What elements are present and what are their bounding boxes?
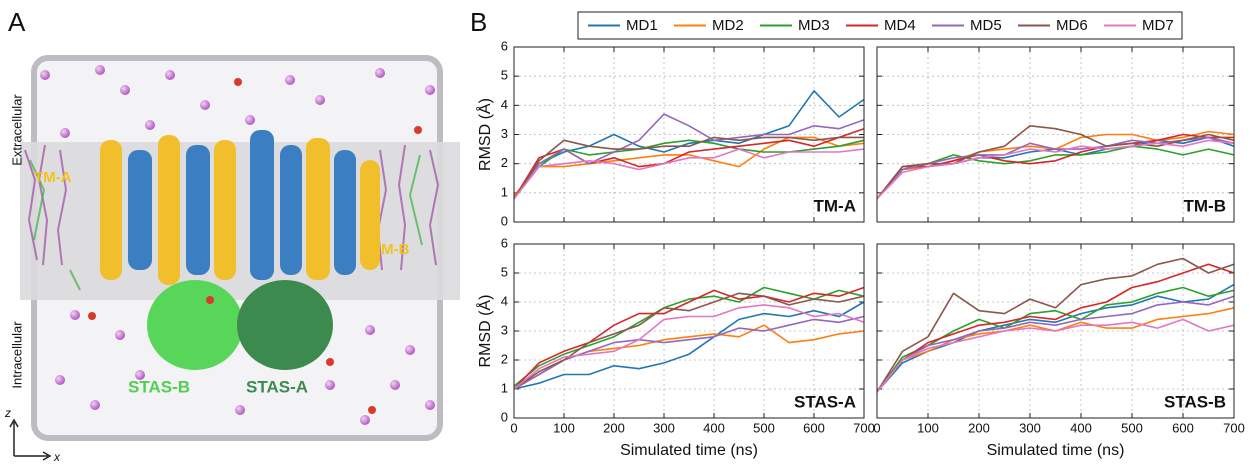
ions (40, 65, 435, 425)
plot-frame (876, 46, 1235, 223)
x-tick-label: 300 (1019, 420, 1041, 435)
domain-label: STAS-B (128, 377, 190, 396)
legend-label: MD1 (626, 17, 658, 34)
lipids-green (29, 154, 423, 291)
helices (100, 130, 380, 285)
series-line (876, 136, 1235, 200)
series-line (876, 133, 1234, 200)
series-line (513, 301, 865, 390)
stas-a-domain (237, 280, 333, 370)
x-tick-label: 300 (653, 420, 675, 435)
series-line (876, 257, 1235, 393)
region-label: Extracellular (9, 94, 24, 166)
x-tick-label: 0 (873, 420, 880, 435)
series-line (513, 136, 864, 200)
plot-frame (513, 243, 865, 419)
legend-label: MD6 (1056, 17, 1088, 34)
series-line (513, 286, 865, 390)
x-tick-label: 400 (703, 420, 725, 435)
x-tick-label: 0 (510, 420, 517, 435)
x-tick-label: 500 (1121, 420, 1143, 435)
panel-title: TM-A (814, 196, 856, 215)
series-line (876, 263, 1235, 393)
x-tick-label: 700 (1223, 420, 1245, 435)
axes-icon (9, 418, 52, 461)
x-tick-label: 200 (968, 420, 990, 435)
plot-frame (513, 46, 865, 223)
simulation-image (9, 55, 460, 461)
series-line (876, 295, 1235, 393)
series-line (876, 318, 1235, 393)
axis-name: z (4, 406, 11, 420)
series-line (513, 315, 865, 390)
legend (577, 11, 1183, 40)
x-tick-label: 700 (853, 420, 875, 435)
y-tick-label: 1 (501, 184, 508, 199)
y-tick-label: 3 (501, 322, 508, 337)
panel-label: A (8, 7, 26, 37)
series-line (876, 145, 1235, 200)
water (88, 78, 422, 414)
y-tick-label: 5 (501, 264, 508, 279)
y-axis-title: RMSD (Å) (475, 98, 494, 171)
series-line (513, 304, 865, 390)
y-tick-label: 6 (501, 235, 508, 250)
legend-label: MD5 (970, 17, 1002, 34)
series-line (513, 292, 865, 390)
series-line (876, 139, 1235, 200)
x-axis-title: Simulated time (ns) (987, 442, 1125, 459)
series-line (876, 286, 1235, 393)
legend-label: MD2 (712, 17, 744, 34)
legend-label: MD4 (884, 17, 916, 34)
y-tick-label: 2 (501, 155, 508, 170)
panel-title: STAS-A (794, 392, 856, 411)
series-line (513, 90, 865, 200)
domain-label: TM-A (34, 169, 72, 186)
panel-title: STAS-B (1164, 392, 1226, 411)
plot-frame (876, 243, 1235, 419)
x-tick-label: 400 (1070, 420, 1092, 435)
x-tick-label: 100 (553, 420, 575, 435)
x-axis-title: Simulated time (ns) (620, 442, 758, 459)
x-tick-label: 100 (917, 420, 939, 435)
stas-b-domain (147, 280, 243, 370)
legend-label: MD3 (798, 17, 830, 34)
panel-label: B (470, 7, 487, 37)
x-tick-label: 600 (1172, 420, 1194, 435)
domain-label: STAS-A (246, 377, 308, 396)
series-line (513, 148, 865, 200)
membrane (20, 142, 460, 300)
series-line (513, 136, 865, 197)
x-tick-label: 600 (803, 420, 825, 435)
y-tick-label: 4 (501, 97, 508, 112)
axis-name: x (53, 450, 61, 464)
y-tick-label: 3 (501, 126, 508, 141)
y-tick-label: 6 (501, 38, 508, 53)
series-line (513, 113, 865, 200)
series-line (513, 139, 865, 200)
series-line (513, 286, 865, 387)
x-tick-label: 200 (603, 420, 625, 435)
y-tick-label: 0 (501, 213, 508, 228)
y-tick-label: 0 (501, 409, 508, 424)
domain-label: TM-B (372, 241, 410, 258)
y-tick-label: 1 (501, 380, 508, 395)
y-tick-label: 5 (501, 68, 508, 83)
panel-title: TM-B (1184, 196, 1226, 215)
x-tick-label: 500 (753, 420, 775, 435)
y-tick-label: 4 (501, 293, 508, 308)
series-line (876, 283, 1235, 393)
y-axis-title: RMSD (Å) (475, 295, 494, 368)
series-line (876, 125, 1235, 200)
legend-label: MD7 (1142, 17, 1174, 34)
y-tick-label: 2 (501, 351, 508, 366)
region-label: Intracellular (9, 321, 24, 389)
